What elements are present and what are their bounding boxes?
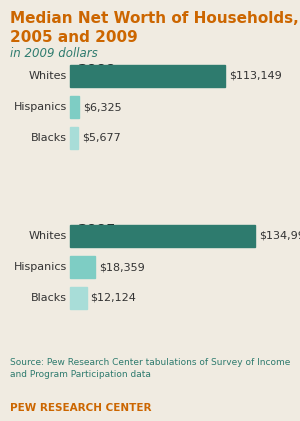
Text: $5,677: $5,677 xyxy=(82,133,121,143)
Bar xyxy=(70,127,78,149)
Text: Median Net Worth of Households,
2005 and 2009: Median Net Worth of Households, 2005 and… xyxy=(10,11,299,45)
Text: Blacks: Blacks xyxy=(31,293,67,303)
Bar xyxy=(70,225,255,247)
Text: Whites: Whites xyxy=(29,231,67,241)
Text: in 2009 dollars: in 2009 dollars xyxy=(10,47,98,60)
Text: Hispanics: Hispanics xyxy=(14,102,67,112)
Bar xyxy=(70,287,87,309)
Text: 2005: 2005 xyxy=(78,223,117,237)
Bar xyxy=(70,256,95,278)
Text: Blacks: Blacks xyxy=(31,133,67,143)
Text: PEW RESEARCH CENTER: PEW RESEARCH CENTER xyxy=(10,403,152,413)
Text: 2009: 2009 xyxy=(78,63,117,77)
Bar xyxy=(70,96,79,118)
Text: Whites: Whites xyxy=(29,71,67,81)
Text: $6,325: $6,325 xyxy=(83,102,121,112)
Text: $134,992: $134,992 xyxy=(259,231,300,241)
Bar xyxy=(70,65,225,87)
Text: $18,359: $18,359 xyxy=(99,262,145,272)
Text: Hispanics: Hispanics xyxy=(14,262,67,272)
Text: $12,124: $12,124 xyxy=(91,293,136,303)
Text: Source: Pew Research Center tabulations of Survey of Income
and Program Particip: Source: Pew Research Center tabulations … xyxy=(10,358,290,379)
Text: $113,149: $113,149 xyxy=(229,71,282,81)
